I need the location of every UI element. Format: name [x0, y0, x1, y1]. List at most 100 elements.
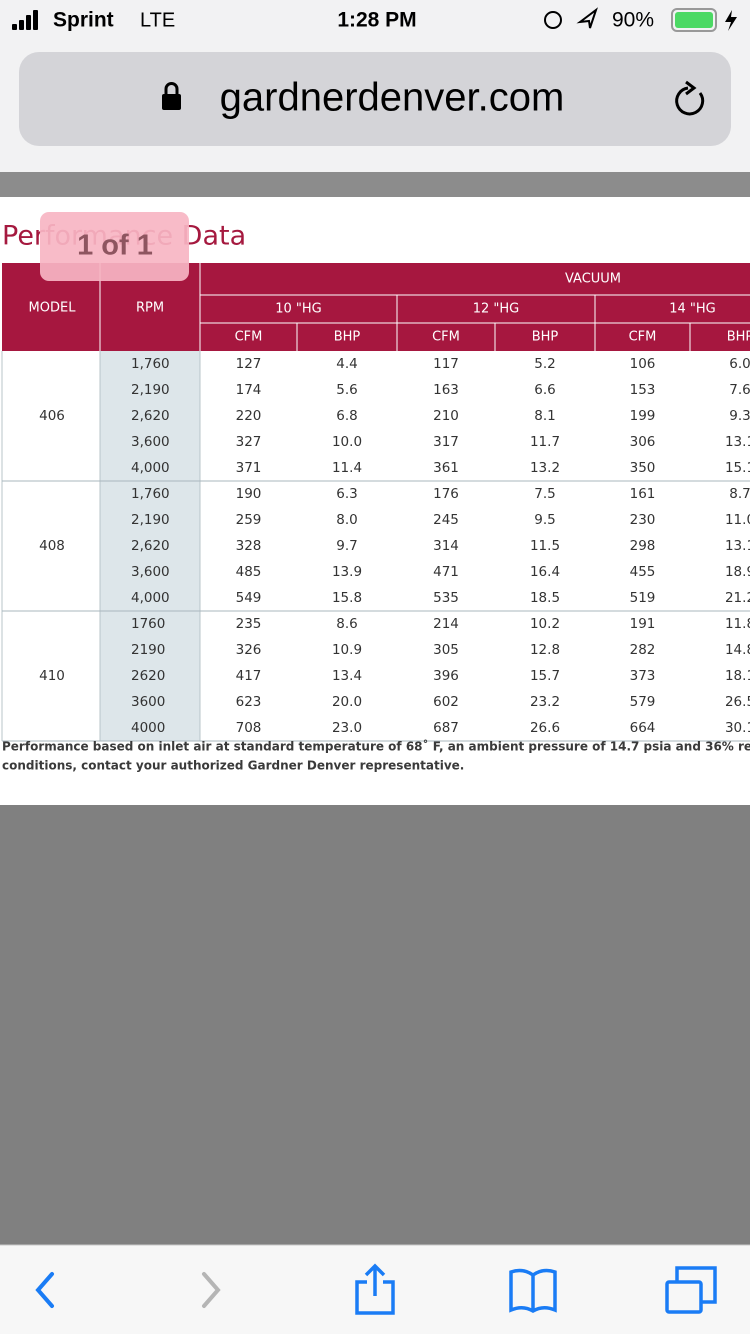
- value-cell: 220: [236, 408, 262, 424]
- value-cell: 12.8: [530, 642, 560, 658]
- header-pressure: 14 "HG: [669, 302, 716, 317]
- value-cell: 5.2: [534, 356, 555, 372]
- value-cell: 8.1: [534, 408, 555, 424]
- value-cell: 13.4: [332, 668, 362, 684]
- value-cell: 6.3: [336, 486, 357, 502]
- rpm-cell: 2,620: [131, 538, 170, 554]
- value-cell: 30.1: [725, 720, 750, 736]
- value-cell: 23.2: [530, 694, 560, 710]
- bookmarks-button[interactable]: [509, 1268, 557, 1314]
- value-cell: 373: [630, 668, 656, 684]
- value-cell: 328: [236, 538, 262, 554]
- rpm-cell: 1760: [131, 616, 165, 632]
- header-group: VACUUM: [565, 272, 621, 287]
- header-rpm: RPM: [136, 301, 164, 316]
- value-cell: 11.0: [725, 512, 750, 528]
- value-cell: 314: [433, 538, 459, 554]
- value-cell: 106: [630, 356, 656, 372]
- reload-arrow: [685, 80, 697, 96]
- header-subheader: CFM: [432, 330, 460, 345]
- carrier: Sprint: [53, 9, 114, 32]
- value-cell: 191: [630, 616, 656, 632]
- value-cell: 13.1: [725, 434, 750, 450]
- value-cell: 282: [630, 642, 656, 658]
- value-cell: 23.0: [332, 720, 362, 736]
- value-cell: 6.8: [336, 408, 357, 424]
- value-cell: 18.1: [725, 668, 750, 684]
- address-bar[interactable]: [19, 52, 731, 146]
- value-cell: 26.5: [725, 694, 750, 710]
- value-cell: 396: [433, 668, 459, 684]
- battery-percent: 90%: [612, 9, 654, 32]
- rpm-column: [100, 351, 200, 741]
- value-cell: 306: [630, 434, 656, 450]
- value-cell: 327: [236, 434, 262, 450]
- header-subheader: BHP: [334, 330, 361, 345]
- forward-button[interactable]: [202, 1272, 221, 1308]
- value-cell: 230: [630, 512, 656, 528]
- value-cell: 7.6: [729, 382, 750, 398]
- value-cell: 127: [236, 356, 262, 372]
- value-cell: 664: [630, 720, 656, 736]
- back-button[interactable]: [35, 1272, 54, 1308]
- value-cell: 161: [630, 486, 656, 502]
- value-cell: 11.4: [332, 460, 362, 476]
- value-cell: 13.2: [530, 460, 560, 476]
- value-cell: 174: [236, 382, 262, 398]
- footnote: conditions, contact your authorized Gard…: [2, 759, 464, 773]
- value-cell: 15.1: [725, 460, 750, 476]
- rpm-cell: 3600: [131, 694, 165, 710]
- value-cell: 350: [630, 460, 656, 476]
- value-cell: 6.6: [534, 382, 555, 398]
- value-cell: 245: [433, 512, 459, 528]
- value-cell: 623: [236, 694, 262, 710]
- lock-icon: [162, 82, 181, 110]
- value-cell: 485: [236, 564, 262, 580]
- model-cell: 408: [39, 538, 65, 554]
- value-cell: 455: [630, 564, 656, 580]
- rpm-cell: 1,760: [131, 356, 170, 372]
- battery-level: [675, 12, 713, 28]
- header-model: MODEL: [29, 301, 77, 316]
- value-cell: 326: [236, 642, 262, 658]
- tabs-button[interactable]: [665, 1266, 717, 1314]
- value-cell: 6.0: [729, 356, 750, 372]
- header-subheader: BHP: [532, 330, 559, 345]
- value-cell: 21.2: [725, 590, 750, 606]
- rpm-cell: 2,190: [131, 382, 170, 398]
- value-cell: 7.5: [534, 486, 555, 502]
- value-cell: 18.5: [530, 590, 560, 606]
- value-cell: 176: [433, 486, 459, 502]
- value-cell: 371: [236, 460, 262, 476]
- value-cell: 259: [236, 512, 262, 528]
- reload-button[interactable]: [675, 86, 705, 116]
- value-cell: 16.4: [530, 564, 560, 580]
- value-cell: 11.7: [530, 434, 560, 450]
- rpm-cell: 3,600: [131, 434, 170, 450]
- value-cell: 10.0: [332, 434, 362, 450]
- rpm-cell: 4,000: [131, 460, 170, 476]
- value-cell: 199: [630, 408, 656, 424]
- value-cell: 26.6: [530, 720, 560, 736]
- rpm-cell: 1,760: [131, 486, 170, 502]
- value-cell: 602: [433, 694, 459, 710]
- value-cell: 214: [433, 616, 459, 632]
- header-pressure: 12 "HG: [473, 302, 520, 317]
- value-cell: 8.7: [729, 486, 750, 502]
- value-cell: 11.8: [725, 616, 750, 632]
- location-icon: [576, 7, 598, 29]
- rpm-cell: 2,620: [131, 408, 170, 424]
- network: LTE: [140, 9, 175, 31]
- rpm-cell: 3,600: [131, 564, 170, 580]
- find-count: 1 of 1: [77, 230, 153, 262]
- value-cell: 163: [433, 382, 459, 398]
- value-cell: 15.8: [332, 590, 362, 606]
- share-button[interactable]: [355, 1263, 395, 1315]
- value-cell: 519: [630, 590, 656, 606]
- value-cell: 9.5: [534, 512, 555, 528]
- value-cell: 305: [433, 642, 459, 658]
- header-subheader: CFM: [629, 330, 657, 345]
- rpm-cell: 2620: [131, 668, 165, 684]
- lock-rotation-icon: [544, 11, 562, 29]
